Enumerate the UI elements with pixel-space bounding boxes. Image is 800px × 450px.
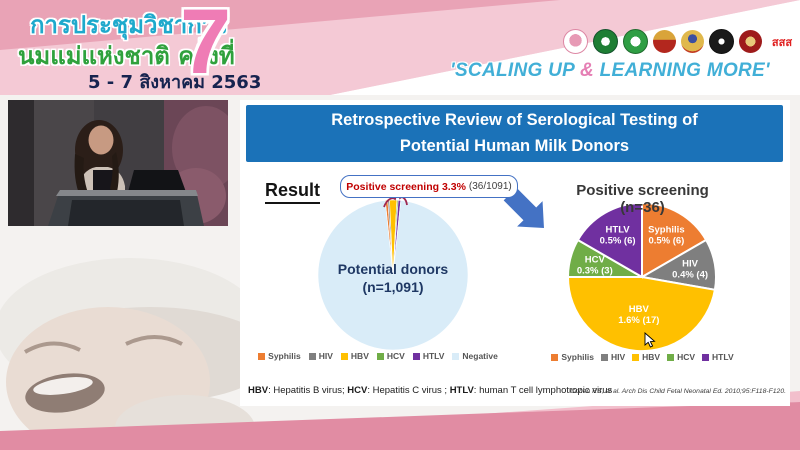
mother-and-child-logo-icon [563,29,588,54]
event-dates: 5 - 7 สิงหาคม 2563 [88,72,262,93]
legend-swatch [412,352,420,360]
positive-screening-callout: Positive screening 3.3% (36/1091) [340,175,518,198]
legend-label: HBV [350,351,369,361]
legend-swatch [376,352,384,360]
legend-item-syphilis: Syphilis [551,352,594,362]
arrow-icon [503,187,544,228]
slide: Retrospective Review of Serological Test… [240,100,790,406]
legend-label: Negative [462,351,498,361]
ministry-of-public-health-logo-icon [593,29,618,54]
event-banner: การประชุมวิชาการ นมแม่แห่งชาติ ครั้งที่ … [0,0,800,95]
presenter-video [8,100,240,226]
presenter-illustration [8,100,240,226]
legend-swatch [632,353,640,361]
pie-slice-syphilis [641,201,708,279]
legend-label: HIV [610,352,626,362]
slide-title-line2: Potential Human Milk Donors [399,136,630,155]
pie-chart-potential-donors [317,199,469,351]
legend-item-negative: Negative [452,351,498,361]
legend-swatch [600,353,608,361]
university-seal-logo-icon [709,29,734,54]
pink-footer-band [0,402,800,450]
event-edition-number: 7 [180,0,232,93]
event-title-line2: นมแม่แห่งชาติ ครั้งที่ [18,42,235,70]
result-heading: Result [265,180,321,204]
pie-label-hcv: HCV 0.3% (3) [577,254,613,276]
legend-item-htlv: HTLV [412,351,445,361]
charts-canvas: Syphilis 0.5% (6) HIV 0.4% (4) HBV 1.6% (17) H… [317,187,718,353]
legend-item-hbv: HBV [632,352,660,362]
legend-label: HCV [386,351,405,361]
footnote-text-htlv: : human T cell lymphotropic virus [473,385,613,396]
university-crest-logo-icon [653,30,676,53]
legend-item-hbv: HBV [340,351,369,361]
legend-label: HTLV [422,351,445,361]
slogan-open: 'SCALING UP [450,60,581,81]
pie-label-hbv: HBV 1.6% (17) [618,304,659,326]
legend-swatch [667,353,675,361]
slogan-close: LEARNING MORE' [594,60,770,81]
legend-swatch [551,353,559,361]
abbreviation-footnote: HBV: Hepatitis B virus; HCV: Hepatitis C… [248,385,612,396]
legend-right: Syphilis HIV HBV HCV HTLV [550,352,735,362]
department-of-health-logo-icon [623,29,648,54]
legend-swatch [258,352,266,360]
slide-title-line1: Retrospective Review of Serological Test… [331,110,698,129]
left-pie-label-line2: (n=1,091) [362,279,424,296]
pie-label-syphilis: Syphilis 0.5% (6) [648,225,684,247]
sponsor-logo-row: สสส [563,29,797,54]
left-pie-center-label: Potential donors (n=1,091) [318,260,468,296]
footnote-text-hcv: : Hepatitis C virus ; [367,385,450,396]
pie-slice-negative [317,200,469,351]
laptop [128,170,186,192]
legend-item-hcv: HCV [667,352,695,362]
legend-swatch [702,353,710,361]
footnote-text-hbv: : Hepatitis B virus; [268,385,348,396]
legend-item-hiv: HIV [600,352,626,362]
callout-detail-text: (36/1091) [468,181,512,192]
pie-slice-htlv [576,201,643,279]
footnote-abbr-hcv: HCV [347,385,368,396]
footnote-abbr-htlv: HTLV [449,385,474,396]
legend-label: HTLV [712,352,734,362]
pie-label-hiv: HIV 0.4% (4) [672,259,708,281]
presenter-face [88,125,114,155]
callout-bold-text: Positive screening 3.3% [346,180,466,193]
left-pie-label-line1: Potential donors [337,261,449,277]
footnote-abbr-hbv: HBV [248,385,269,396]
legend-item-htlv: HTLV [702,352,734,362]
legend-label: HCV [677,352,696,362]
banner-background [0,0,800,95]
slogan-ampersand: & [580,60,595,81]
event-slogan: 'SCALING UP & LEARNING MORE' [425,60,795,82]
legend-left: Syphilis HIV HBV HCV HTLV Negative [258,351,498,361]
legend-label: Syphilis [268,351,301,361]
pie-label-htlv: HTLV 0.5% (6) [600,225,636,247]
legend-swatch [308,352,316,360]
mouse-cursor-icon [644,332,656,348]
legend-item-hiv: HIV [308,351,333,361]
legend-swatch [452,352,460,360]
royal-emblem-logo-icon [681,30,704,53]
legend-label: HBV [642,352,661,362]
legend-item-syphilis: Syphilis [258,351,301,361]
legend-item-hcv: HCV [376,351,405,361]
pie-chart-positive-screening: Syphilis 0.5% (6) HIV 0.4% (4) HBV 1.6% (17) H… [566,201,718,353]
thai-health-sss-logo-icon: สสส [767,30,797,53]
legend-label: HIV [318,351,333,361]
pie-slice-hbv [566,276,717,353]
slide-title-bar: Retrospective Review of Serological Test… [246,105,783,162]
college-crest-logo-icon [739,30,762,53]
legend-label: Syphilis [561,352,594,362]
citation-text: Cohen RS, et al. Arch Dis Child Fetal Ne… [570,388,786,395]
legend-swatch [340,352,348,360]
event-title-line1: การประชุมวิชาการ [30,11,229,39]
right-pie-title: Positive screening (n=36) [576,182,709,216]
